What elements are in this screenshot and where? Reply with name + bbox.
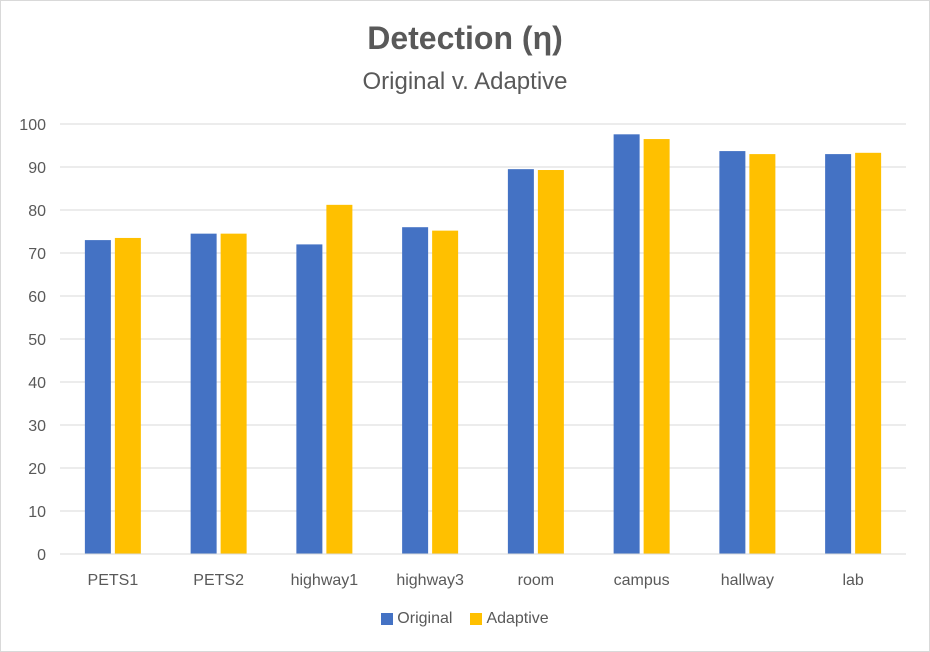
bar-adaptive-highway3 [432,230,459,554]
legend-item-adaptive: Adaptive [470,610,549,628]
y-axis-ticks: 0 10 20 30 40 50 60 70 80 90 100 [19,117,46,564]
bar-adaptive-highway1 [326,204,353,554]
y-tick-label: 0 [37,547,46,564]
x-tick-label: PETS1 [88,572,139,589]
bar-original-campus [613,134,640,554]
y-tick-label: 20 [28,461,46,478]
bar-original-hallway [719,151,746,554]
bar-adaptive-pets2 [220,233,247,554]
bar-original-pets1 [84,240,111,554]
legend: Original Adaptive [0,610,930,628]
bar-original-room [507,169,534,554]
bar-original-highway3 [402,227,429,554]
y-tick-label: 100 [19,117,46,134]
y-tick-label: 80 [28,203,46,220]
y-tick-label: 30 [28,418,46,435]
y-tick-label: 40 [28,375,46,392]
legend-swatch-original [381,613,394,625]
bar-adaptive-hallway [749,154,776,554]
x-tick-label: highway1 [291,572,359,589]
x-tick-label: lab [842,572,863,589]
y-tick-label: 50 [28,332,46,349]
x-tick-label: room [518,572,554,589]
gridlines [60,123,906,512]
legend-item-original: Original [381,610,452,628]
bar-original-lab [825,154,852,554]
bar-adaptive-lab [855,152,882,554]
bar-adaptive-pets1 [114,237,141,554]
y-tick-label: 10 [28,504,46,521]
x-tick-label: hallway [721,572,774,589]
x-tick-label: PETS2 [193,572,244,589]
bars [84,134,882,555]
x-axis-ticks: PETS1 PETS2 highway1 highway3 room campus hall… [88,572,864,589]
bar-adaptive-campus [643,139,670,555]
chart-title: Detection (η) [367,20,563,56]
legend-label-adaptive: Adaptive [486,610,549,627]
y-tick-label: 60 [28,289,46,306]
y-tick-label: 90 [28,160,46,177]
chart-subtitle: Original v. Adaptive [362,68,568,95]
legend-swatch-adaptive [470,613,483,625]
legend-label-original: Original [397,610,453,627]
y-tick-label: 70 [28,246,46,263]
x-tick-label: highway3 [396,572,464,589]
bar-adaptive-room [537,170,564,554]
bar-chart: 0 10 20 30 40 50 60 70 80 90 100 PETS1 PETS2 highway… [19,117,906,589]
bar-original-highway1 [296,244,323,554]
x-tick-label: campus [614,572,670,589]
bar-original-pets2 [190,233,217,554]
